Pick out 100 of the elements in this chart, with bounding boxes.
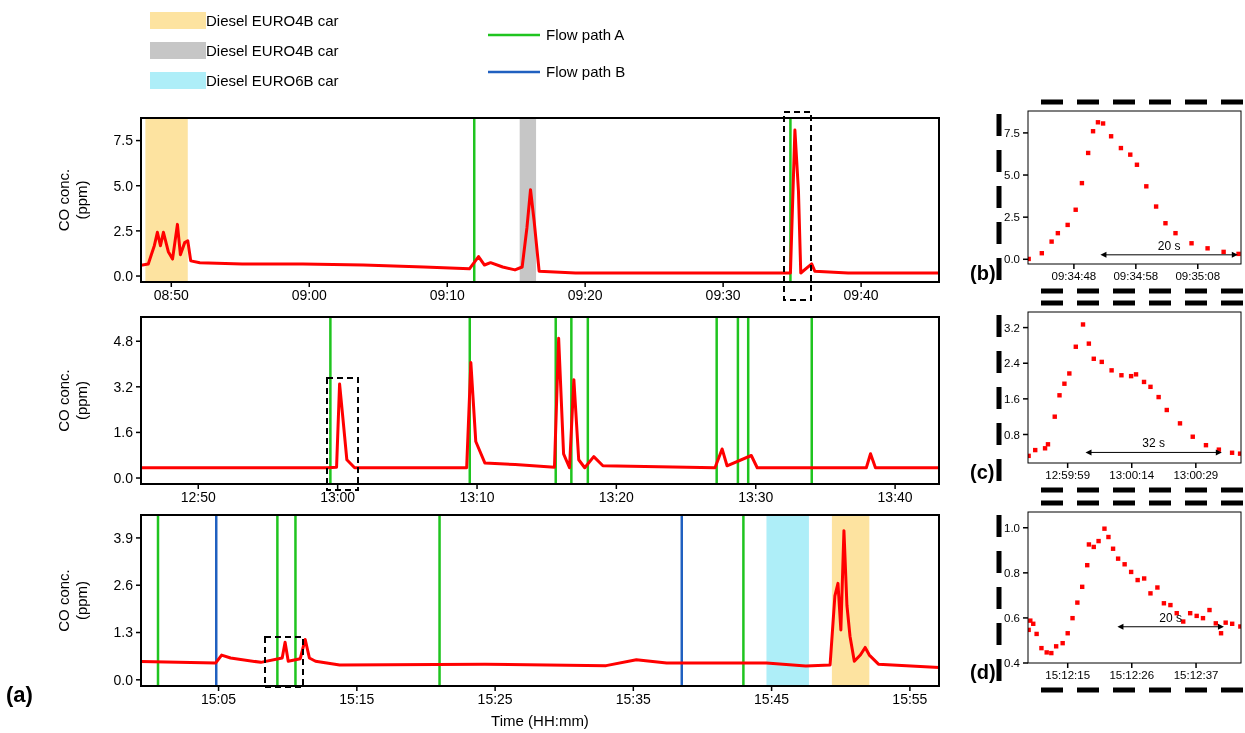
y-tick-label: 0.8 [1004, 566, 1020, 579]
legend-label: Diesel EURO4B car [206, 12, 339, 29]
x-tick-label: 09:00 [291, 287, 327, 303]
x-tick-label: 15:55 [892, 691, 928, 707]
y-tick-label: 3.2 [1004, 321, 1020, 334]
point [1049, 239, 1054, 244]
y-tick-label: 5.0 [113, 177, 134, 194]
point [1052, 414, 1057, 419]
point [1207, 607, 1212, 613]
legend-label: Flow path A [546, 26, 625, 43]
point [1205, 246, 1210, 251]
y-axis-title: CO conc. (ppm) [55, 168, 90, 232]
y-tick-label: 1.6 [113, 424, 134, 441]
y-tick-label: 0.8 [1004, 428, 1020, 441]
annotation: 20 s [1159, 610, 1183, 625]
text: (a) [6, 682, 33, 707]
point [1189, 241, 1194, 246]
point [1042, 446, 1048, 451]
legend-label: Diesel EURO4B car [206, 42, 339, 59]
legend-label: Diesel EURO6B car [206, 72, 339, 89]
x-tick-label: 12:50 [180, 489, 216, 505]
point [1173, 230, 1178, 236]
x-tick-label: 15:25 [477, 691, 513, 707]
point [1119, 373, 1124, 378]
x-tick-label: 08:50 [153, 287, 190, 303]
point [1163, 221, 1168, 226]
y-tick-label: 0.6 [1004, 611, 1020, 624]
point [1223, 620, 1228, 625]
x-tick-label: 12:59:59 [1045, 469, 1091, 481]
point [1148, 384, 1153, 390]
x-tick-label: 13:40 [877, 489, 913, 505]
point [1128, 152, 1133, 157]
y-tick-label: 5.0 [1004, 169, 1020, 182]
point [1141, 576, 1147, 581]
point [1106, 534, 1111, 540]
text: (b) [970, 262, 996, 284]
y-tick-label: 0.4 [1004, 657, 1021, 670]
point [1194, 613, 1199, 619]
y-tick-label: 7.5 [113, 132, 134, 149]
point [1221, 249, 1226, 255]
point [1057, 393, 1062, 398]
point [1168, 602, 1173, 608]
y-axis-title: CO conc. (ppm) [55, 569, 90, 632]
point [1049, 650, 1054, 656]
y-tick-label: 0.0 [1004, 253, 1020, 266]
x-tick-label: 15:12:37 [1173, 669, 1219, 681]
x-tick-label: 13:30 [738, 489, 774, 505]
point [1070, 615, 1075, 621]
y-tick-label: 1.0 [1004, 521, 1020, 534]
point [1039, 645, 1044, 651]
point [1213, 621, 1218, 626]
y-tick-label: 4.8 [113, 333, 134, 350]
point [1060, 640, 1065, 646]
legend-label: Flow path B [546, 63, 626, 80]
line-series [141, 529, 939, 669]
x-tick-label: 13:10 [459, 489, 495, 505]
point [1148, 591, 1153, 596]
point [1156, 394, 1161, 400]
x-tick-label: 15:12:15 [1045, 669, 1091, 681]
point [1067, 371, 1072, 376]
point [1080, 322, 1086, 327]
y-axis-title: CO conc. (ppm) [55, 369, 90, 432]
y-tick-label: 1.6 [1004, 392, 1020, 405]
x-tick-label: 15:12:26 [1109, 669, 1155, 681]
y-tick-label: 3.9 [113, 529, 134, 546]
line-series [141, 128, 939, 275]
y-tick-label: 0.0 [113, 671, 134, 688]
y-tick-label: 0.0 [113, 267, 134, 284]
x-tick-label: 09:34:48 [1051, 270, 1097, 282]
x-tick-label: 09:35:08 [1175, 270, 1221, 282]
point [1133, 372, 1139, 377]
y-tick-label: 0.0 [113, 469, 134, 486]
x-tick-label: 15:45 [754, 691, 790, 707]
y-tick-label: 1.3 [113, 624, 134, 641]
line-series [141, 336, 939, 470]
annotation: 20 s [1157, 238, 1181, 253]
x-tick-label: 13:20 [598, 489, 635, 505]
x-tick-label: 09:40 [843, 287, 879, 303]
point [1115, 556, 1121, 561]
x-tick-label: 13:00:29 [1173, 469, 1219, 481]
y-tick-label: 2.5 [1004, 211, 1020, 224]
x-axis-title: Time (HH:mm) [491, 712, 589, 729]
x-tick-label: 15:35 [615, 691, 652, 707]
point [1086, 341, 1092, 346]
point [1122, 562, 1127, 567]
point [1034, 631, 1039, 637]
text: (d) [970, 661, 996, 683]
x-tick-label: 13:00 [320, 489, 356, 505]
y-tick-label: 3.2 [113, 378, 134, 395]
annotation: 32 s [1142, 436, 1166, 451]
point [1086, 542, 1092, 547]
y-tick-label: 2.6 [113, 577, 134, 594]
x-tick-label: 15:05 [201, 691, 237, 707]
point [1065, 222, 1070, 228]
point [1075, 600, 1080, 605]
point [1062, 381, 1067, 386]
point [1155, 585, 1160, 590]
x-tick-label: 09:34:58 [1113, 270, 1159, 282]
x-tick-label: 09:10 [429, 287, 465, 303]
y-tick-label: 7.5 [1004, 126, 1020, 139]
